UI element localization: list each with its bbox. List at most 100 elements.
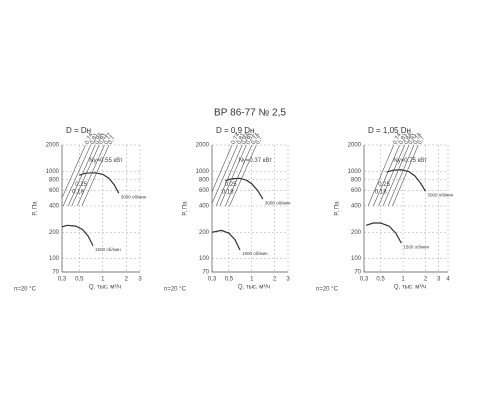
fan-curve [225,177,264,200]
note: n=20 °C [14,287,37,293]
efficiency-line [62,145,91,207]
series-label: 0,74 [84,132,95,146]
x-tick-label: 2 [424,277,428,283]
series-label: 0,7 [417,135,426,146]
y-tick-label: 200 [351,230,362,236]
efficiency-line [215,145,243,207]
y-tick-label: 800 [49,177,60,183]
efficiency-line [367,145,394,207]
axes [363,145,448,273]
efficiency-line [225,145,253,207]
x-tick-label: 0,5 [75,277,84,283]
series-label: 0,74 [251,132,262,146]
x-tick-label: 0,3 [360,277,369,283]
y-axis-label: P, Па [183,201,189,216]
x-axis-label: Q, тыс. м³/ч [238,285,270,291]
series-label: 0,81 [245,132,256,146]
y-tick-label: 200 [49,230,60,236]
series-label: 0,81 [236,132,247,146]
fan-curve [212,229,241,251]
y-tick-label: 100 [199,256,210,262]
y-axis-label: P, Па [33,201,39,216]
annotation: 0.25 [378,182,390,188]
efficiency-line [229,145,257,207]
y-tick-label: 400 [49,204,60,210]
y-tick-label: 70 [202,270,209,276]
x-tick-label: 3 [286,277,290,283]
x-tick-label: 2 [125,277,129,283]
efficiency-line [76,145,105,207]
series-label: 0,81 [408,132,419,146]
y-tick-label: 400 [351,204,362,210]
note: n=20 °C [316,287,339,293]
efficiency-line [387,145,415,207]
note: n=20 °C [164,287,187,293]
series-label: 3000 об/мин [265,200,291,205]
y-tick-label: 100 [49,256,60,262]
efficiency-line [219,145,247,207]
annotation: 0.18 [72,190,84,196]
x-axis-label: Q, тыс. м³/ч [394,285,426,291]
fan-curve [365,222,402,244]
y-tick-label: 70 [52,270,59,276]
series-label: 0,81 [90,132,101,146]
y-tick-label: 800 [199,177,210,183]
x-tick-label: 1 [101,277,105,283]
series-label: 1500 об/мин [95,247,121,252]
efficiency-line [71,145,100,207]
y-tick-label: 2000 [46,143,60,149]
efficiency-line [378,145,405,207]
series-label: 0,74 [413,132,424,146]
series-label: 0,7 [108,135,117,146]
y-tick-label: 1000 [196,169,210,175]
x-axis-label: Q, тыс. м³/ч [89,285,121,291]
x-tick-label: 0,5 [225,277,234,283]
series-label: 0,84 [241,132,252,146]
series-label: 0,77 [103,132,114,146]
y-tick-label: 2000 [348,143,362,149]
x-tick-label: 0,3 [58,277,67,283]
panel-title: D = 1,05 Dн [368,126,411,135]
panel-title: D = Dн [66,126,91,135]
y-tick-label: 1000 [348,169,362,175]
x-tick-label: 0,5 [376,277,385,283]
series-label: 0,81 [98,132,109,146]
series-label: 3000 об/мин [428,192,454,197]
fan-curve [62,224,94,247]
fan-curve [79,172,120,194]
series-label: 3000 об/мин [121,194,147,199]
efficiency-line [212,145,233,193]
efficiency-line [382,145,410,207]
annotation: 0.25 [225,182,237,188]
annotation: 0.25 [75,182,87,188]
x-tick-label: 0,3 [208,277,217,283]
efficiency-line [81,145,110,207]
y-tick-label: 200 [199,230,210,236]
efficiency-line [392,145,419,207]
panel-title: D = 0,9 Dн [216,126,254,135]
y-tick-label: 600 [199,188,210,194]
annotation: 0.18 [375,190,387,196]
y-tick-label: 100 [351,256,362,262]
y-tick-label: 800 [351,177,362,183]
y-tick-label: 1000 [46,169,60,175]
efficiency-line [62,145,86,199]
y-axis-label: P, Па [335,201,341,216]
y-tick-label: 400 [199,204,210,210]
annotation: 0.18 [222,190,234,196]
series-label: 0,74 [231,132,242,146]
page-title: ВР 86-77 № 2,5 [214,108,286,119]
x-tick-label: 1 [250,277,254,283]
annotation: Ny=0.37 кВт [239,158,273,164]
efficiency-line [212,145,238,205]
efficiency-line [373,145,400,207]
x-tick-label: 1 [401,277,405,283]
series-label: 0,84 [403,132,414,146]
axes [211,145,288,273]
series-label: 0,74 [393,132,404,146]
series-label: 0,84 [94,132,105,146]
y-tick-label: 600 [351,188,362,194]
series-label: 0,81 [398,132,409,146]
